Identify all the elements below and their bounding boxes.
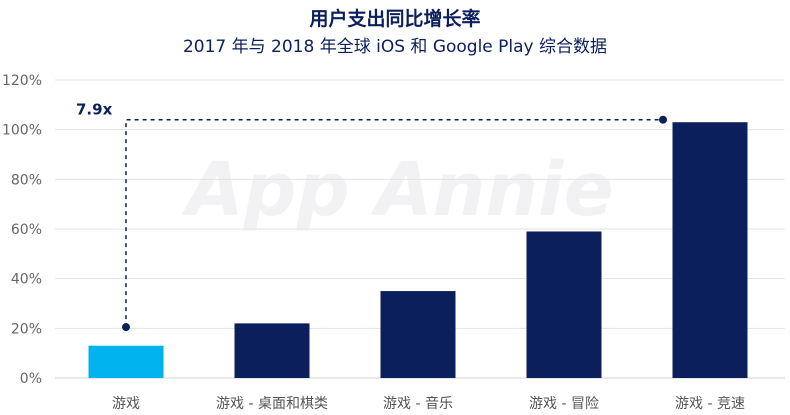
chart-subtitle: 2017 年与 2018 年全球 iOS 和 Google Play 综合数据 [182, 37, 608, 57]
annotation-label: 7.9x [76, 101, 113, 119]
annotation-start-dot [122, 323, 130, 332]
category-label: 游戏 [112, 396, 140, 412]
y-tick-label: 60% [11, 222, 42, 238]
watermark: App Annie [181, 147, 613, 233]
y-tick-label: 0% [20, 371, 42, 387]
bar [234, 323, 310, 378]
grid-lines [55, 79, 785, 379]
y-axis-ticks: 0% 20% 40% 60% 80% 100% 120% [2, 73, 42, 387]
bar [526, 231, 602, 378]
category-label: 游戏 - 音乐 [383, 395, 453, 412]
y-tick-label: 100% [2, 123, 42, 139]
bar [88, 345, 164, 378]
category-label: 游戏 - 冒险 [529, 396, 599, 412]
growth-annotation: 7.9x [76, 101, 667, 332]
bar [380, 291, 456, 378]
y-tick-label: 120% [2, 73, 42, 89]
y-tick-label: 40% [11, 272, 42, 288]
category-label: 游戏 - 桌面和棋类 [216, 396, 328, 412]
chart-title: 用户支出同比增长率 [309, 8, 481, 30]
bar [672, 122, 748, 378]
annotation-end-dot [659, 115, 667, 124]
y-tick-label: 80% [11, 172, 42, 188]
bars [88, 122, 748, 378]
y-tick-label: 20% [11, 321, 42, 337]
x-axis-categories: 游戏 游戏 - 桌面和棋类 游戏 - 音乐 游戏 - 冒险 游戏 - 竞速 [112, 395, 745, 412]
category-label: 游戏 - 竞速 [675, 395, 745, 412]
